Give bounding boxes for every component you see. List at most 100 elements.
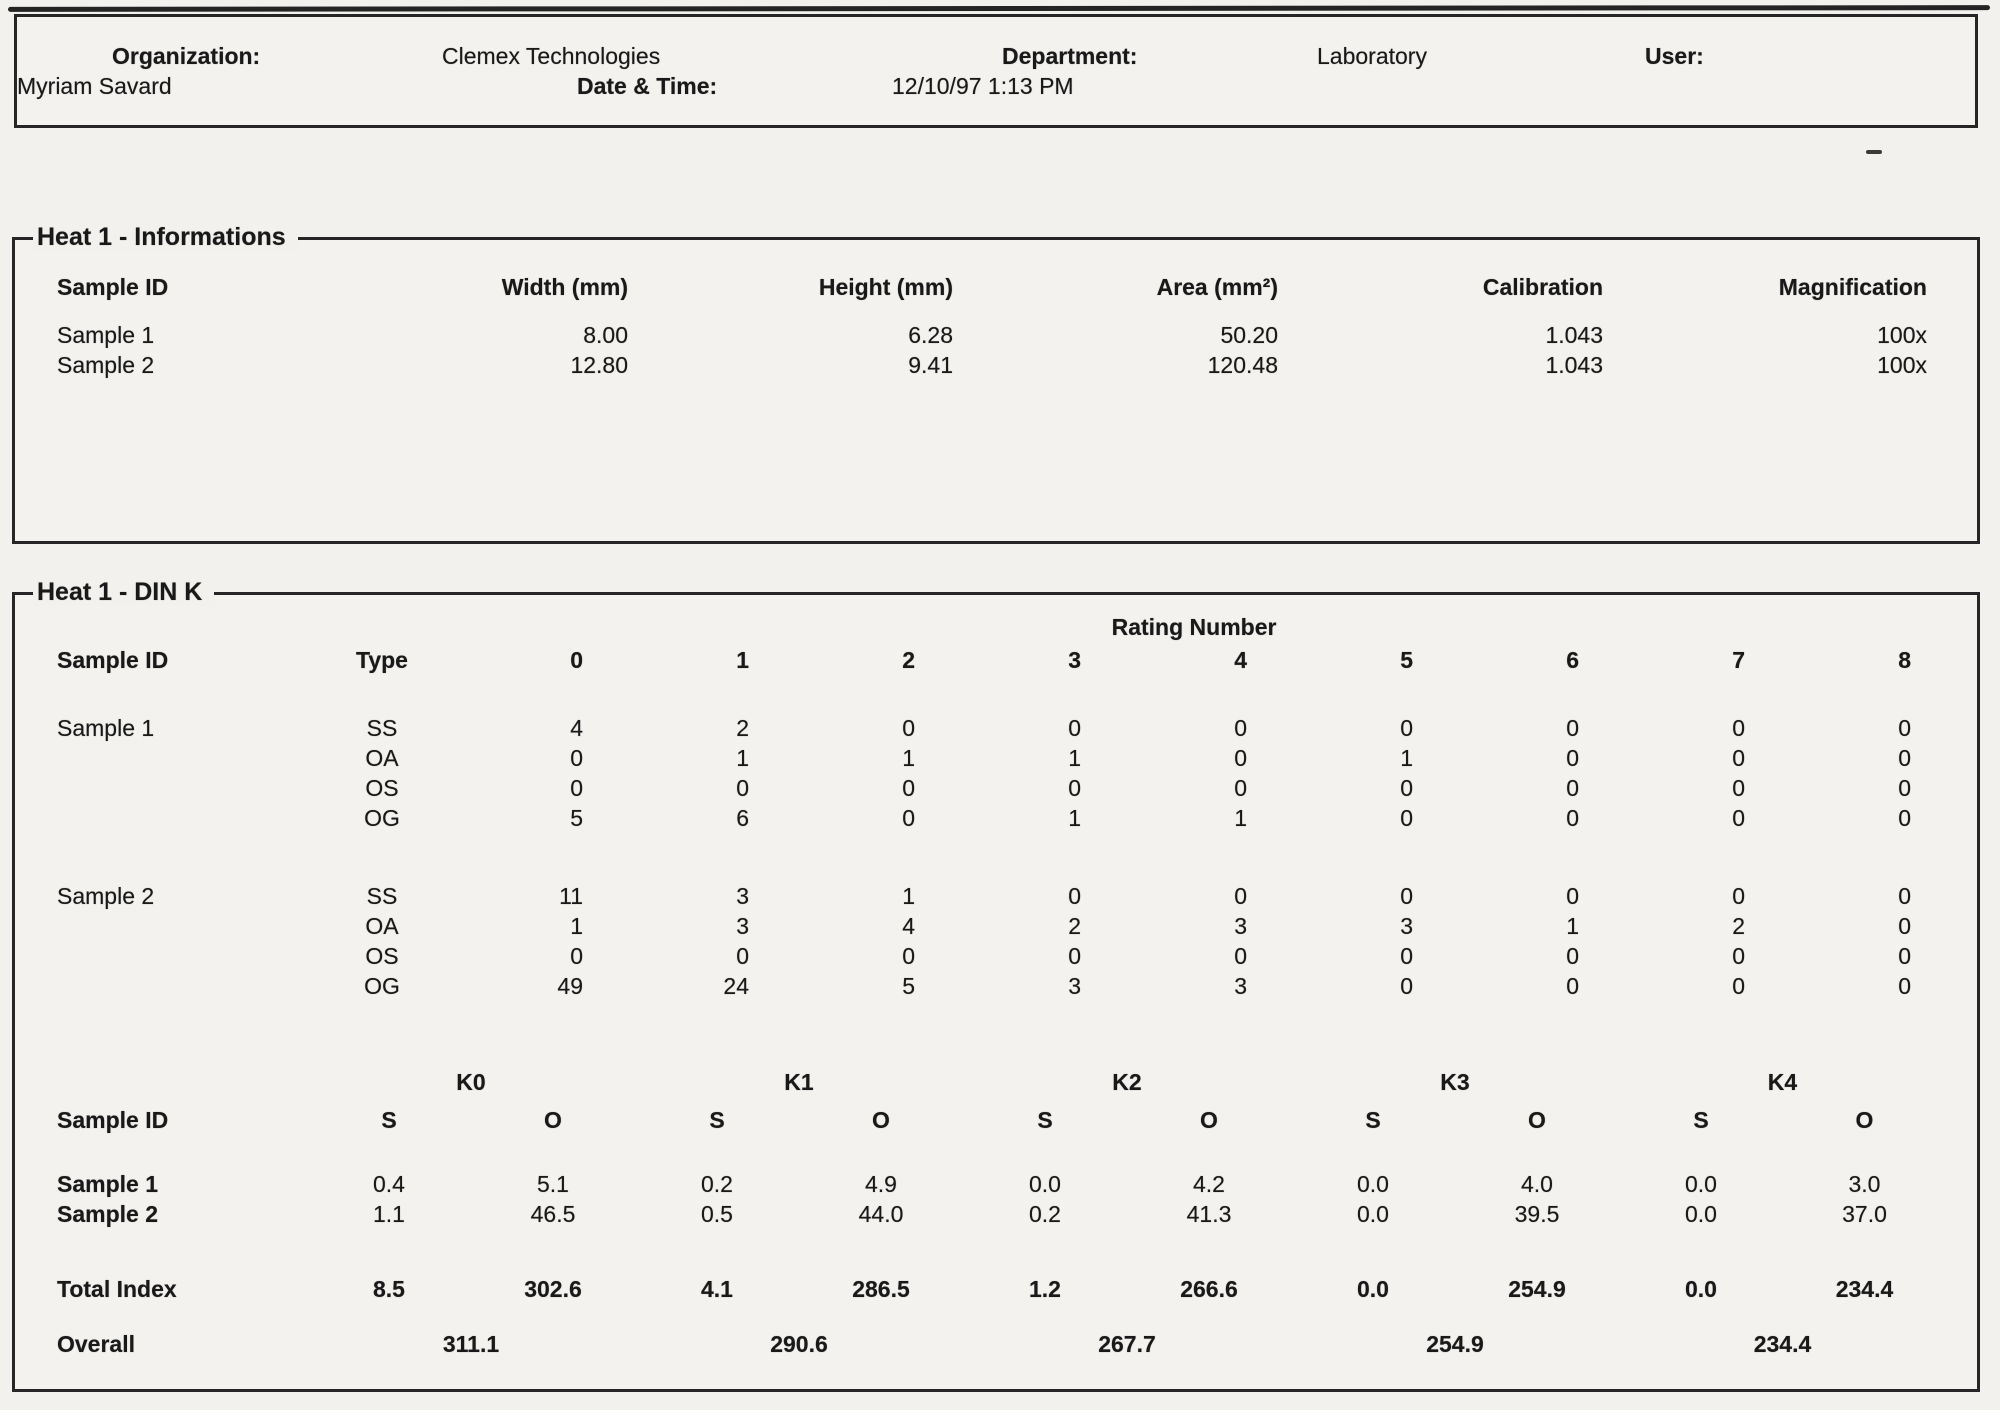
rating-cell: 6: [736, 805, 749, 831]
s-subheader: S: [1037, 1107, 1053, 1133]
rating-cell: 0: [1732, 883, 1745, 909]
informations-title: Heat 1 - Informations: [33, 223, 298, 251]
s-subheader: S: [1365, 1107, 1381, 1133]
rating-cell: 0: [1234, 715, 1247, 741]
rating-cell: 0: [1400, 883, 1413, 909]
column-header-4: 4: [1234, 647, 1247, 673]
k3-group-label: K3: [1440, 1069, 1470, 1095]
o-subheader: O: [1200, 1107, 1218, 1133]
k-value-cell: 4.2: [1193, 1171, 1225, 1197]
rating-cell: 0: [1068, 943, 1081, 969]
rating-cell: 0: [1732, 715, 1745, 741]
magnification-cell: 100x: [1877, 352, 1927, 378]
sample-id-cell: Sample 1: [57, 322, 155, 348]
rating-cell: 0: [1898, 805, 1912, 831]
area-cell: 50.20: [1220, 322, 1278, 348]
k-subheader-row: Sample ID S O S O S O S O S O: [57, 1101, 1946, 1139]
magnification-cell: 100x: [1877, 322, 1927, 348]
k-value-cell: 5.1: [537, 1171, 569, 1197]
rating-cell: 0: [1732, 943, 1745, 969]
rating-cell: 0: [736, 775, 749, 801]
k-total-cell: 1.2: [1029, 1276, 1061, 1302]
k-total-cell: 234.4: [1835, 1276, 1894, 1302]
rating-columns-row: Sample ID Type 0 1 2 3 4 5 6 7 8: [57, 643, 1941, 677]
rating-cell: 0: [1068, 715, 1081, 741]
rating-cell: 4: [570, 715, 583, 741]
o-subheader: O: [1528, 1107, 1546, 1133]
k-value-cell: 0.0: [1685, 1171, 1717, 1197]
sample-id-cell: Sample 1: [57, 1171, 158, 1197]
type-cell: OA: [365, 913, 399, 939]
rating-cell: 49: [557, 973, 583, 999]
rating-cell: 0: [1234, 745, 1247, 771]
k-total-cell: 302.6: [524, 1276, 582, 1302]
organization-label: Organization:: [112, 43, 261, 69]
rating-cell: 5: [902, 973, 915, 999]
rating-cell: 0: [1732, 805, 1745, 831]
k-value-cell: 1.1: [373, 1201, 405, 1227]
column-header-5: 5: [1400, 647, 1413, 673]
rating-cell: 3: [1234, 913, 1247, 939]
type-cell: OS: [365, 775, 399, 801]
rating-cell: 0: [1234, 775, 1247, 801]
overall-value-cell: 254.9: [1426, 1331, 1484, 1357]
s-subheader: S: [381, 1107, 397, 1133]
column-header-sample-id: Sample ID: [57, 274, 169, 300]
rating-cell: 0: [1732, 973, 1745, 999]
rating-cell: 0: [1898, 745, 1912, 771]
column-header-8: 8: [1898, 647, 1912, 673]
rating-cell: 0: [1898, 913, 1912, 939]
rating-cell: 0: [1566, 805, 1579, 831]
rating-cell: 1: [570, 913, 583, 939]
type-cell: OG: [364, 805, 400, 831]
rating-cell: 1: [1400, 745, 1413, 771]
k-index-table: K0 K1 K2 K3 K4 Sample ID S O S O S O S O…: [57, 1063, 1946, 1361]
rating-cell: 0: [1234, 883, 1247, 909]
sample-id-cell: Sample 2: [57, 883, 155, 909]
rating-cell: 24: [723, 973, 749, 999]
total-index-row: Total Index 8.5 302.6 4.1 286.5 1.2 266.…: [57, 1273, 1946, 1305]
k-value-cell: 37.0: [1842, 1201, 1887, 1227]
rating-cell: 0: [1234, 943, 1247, 969]
rating-cell: 0: [1566, 715, 1579, 741]
user-label: User:: [1645, 43, 1704, 69]
rating-cell: 0: [1566, 943, 1579, 969]
height-cell: 6.28: [908, 322, 953, 348]
k1-group-label: K1: [784, 1069, 814, 1095]
rating-cell: 0: [1566, 745, 1579, 771]
scan-dash-artifact: [1866, 150, 1882, 154]
rating-cell: 0: [1566, 775, 1579, 801]
scan-edge-artifact: [7, 5, 1991, 12]
width-cell: 8.00: [583, 322, 628, 348]
k-value-cell: 39.5: [1514, 1201, 1560, 1227]
k-value-cell: 0.2: [1029, 1201, 1061, 1227]
column-header-calibration: Calibration: [1482, 274, 1603, 300]
column-header-height: Height (mm): [818, 274, 953, 300]
rating-cell: 0: [1898, 775, 1912, 801]
k-value-cell: 41.3: [1186, 1201, 1232, 1227]
type-cell: OS: [365, 943, 399, 969]
table-row: Sample 2 SS 11 3 1 0 0 0 0 0 0: [57, 881, 1941, 911]
k-total-cell: 0.0: [1357, 1276, 1389, 1302]
table-row: Sample 1 SS 4 2 0 0 0 0 0 0 0: [57, 713, 1941, 743]
k-total-cell: 0.0: [1685, 1276, 1717, 1302]
rating-cell: 3: [1234, 973, 1247, 999]
column-header-type: Type: [356, 647, 408, 673]
column-header-sample-id: Sample ID: [57, 1107, 169, 1133]
rating-cell: 0: [1898, 715, 1912, 741]
area-cell: 120.48: [1207, 352, 1278, 378]
o-subheader: O: [544, 1107, 562, 1133]
rating-cell: 2: [1732, 913, 1745, 939]
column-header-0: 0: [570, 647, 583, 673]
s-subheader: S: [1693, 1107, 1709, 1133]
column-header-6: 6: [1566, 647, 1579, 673]
table-row: OS 0 0 0 0 0 0 0 0 0: [57, 941, 1941, 971]
department-value: Laboratory: [1317, 43, 1427, 69]
k-value-cell: 0.4: [373, 1171, 405, 1197]
informations-groupbox: Heat 1 - Informations Sample ID Width (m…: [12, 223, 1980, 544]
type-cell: OG: [364, 973, 400, 999]
rating-cell: 0: [736, 943, 749, 969]
rating-cell: 0: [1898, 943, 1912, 969]
sample-id-cell: Sample 1: [57, 715, 155, 741]
table-row: Sample 1 8.00 6.28 50.20 1.043 100x: [57, 320, 1941, 350]
